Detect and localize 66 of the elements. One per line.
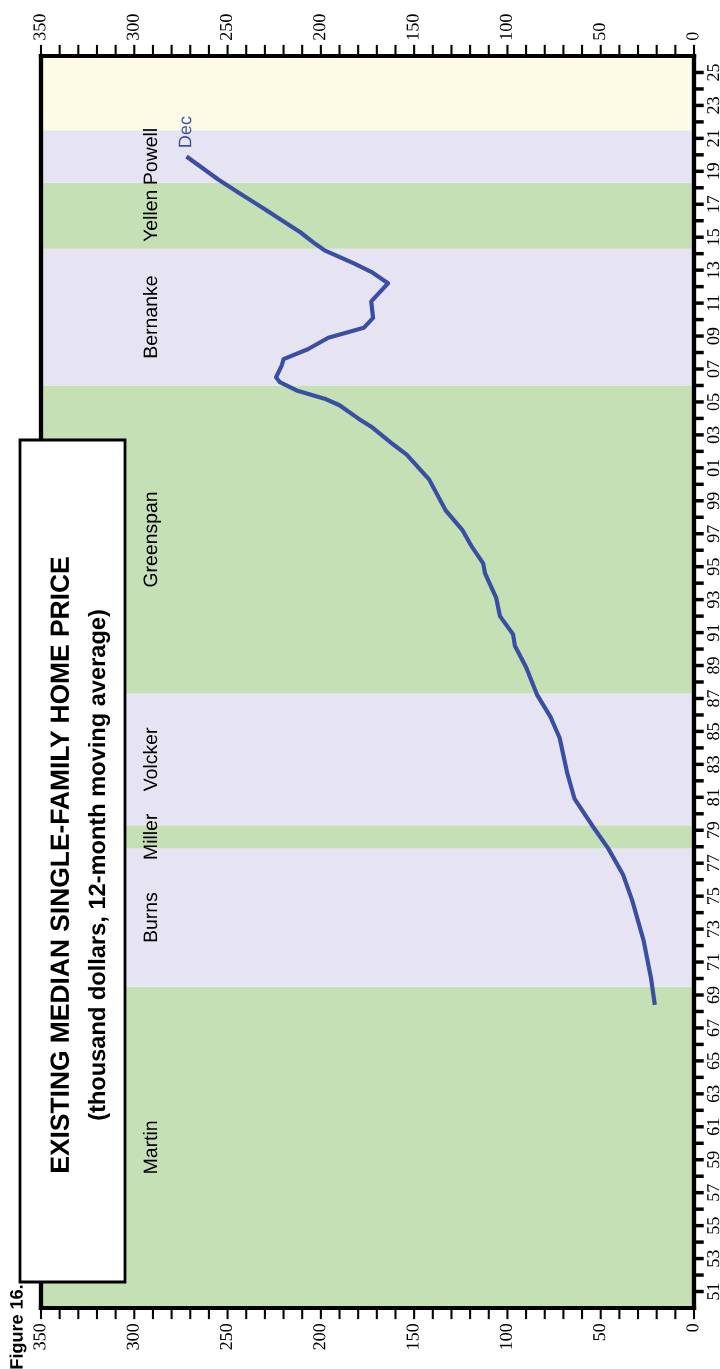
y-tick-label: 99 bbox=[707, 492, 720, 510]
y-tick-label: 01 bbox=[707, 459, 720, 477]
x2-tick-label: 250 bbox=[219, 1323, 233, 1350]
y-tick-label: 67 bbox=[707, 1019, 720, 1037]
y-tick-label: 55 bbox=[707, 1217, 720, 1234]
y-tick-label: 71 bbox=[707, 954, 720, 970]
x-tick-label: 50 bbox=[593, 23, 606, 40]
band-label: Volcker bbox=[142, 727, 158, 792]
y-tick-label: 21 bbox=[707, 130, 720, 147]
y-tick-label: 09 bbox=[707, 327, 720, 345]
band-label: Powell bbox=[142, 129, 158, 184]
y-tick-label: 63 bbox=[707, 1085, 720, 1103]
y-tick-label: 07 bbox=[707, 360, 720, 378]
y-tick-label: 23 bbox=[707, 97, 720, 114]
y-tick-label: 89 bbox=[707, 657, 720, 674]
y-tick-label: 69 bbox=[707, 986, 720, 1004]
x-tick-label: 100 bbox=[499, 14, 512, 40]
y-tick-label: 79 bbox=[707, 821, 720, 839]
y-tick-label: 19 bbox=[707, 163, 720, 179]
y-tick-label: 57 bbox=[707, 1184, 720, 1201]
y-tick-label: 91 bbox=[707, 624, 720, 642]
band-label: Yellen bbox=[142, 190, 158, 242]
x-tick-label: 300 bbox=[126, 14, 139, 40]
y-tick-label: 03 bbox=[707, 426, 720, 444]
band-label: Miller bbox=[142, 813, 158, 859]
x2-tick-label: 200 bbox=[313, 1323, 326, 1350]
text: (thousand dollars, 12-month moving average) bbox=[87, 610, 111, 1120]
x-tick-label: 150 bbox=[406, 14, 419, 40]
y-tick-label: 15 bbox=[707, 228, 720, 245]
x2-tick-label: 0 bbox=[686, 1323, 699, 1332]
x-tick-label: 250 bbox=[219, 14, 233, 40]
y-tick-label: 93 bbox=[707, 591, 720, 609]
x-tick-label: 0 bbox=[686, 32, 699, 41]
x2-tick-label: 50 bbox=[593, 1323, 606, 1341]
x-tick-label: 200 bbox=[313, 14, 326, 40]
y-tick-label: 05 bbox=[707, 393, 720, 411]
band-label: Bernanke bbox=[142, 276, 158, 358]
y-tick-label: 65 bbox=[707, 1052, 720, 1070]
band-label: Burns bbox=[143, 892, 158, 942]
y-tick-label: 25 bbox=[707, 64, 720, 81]
x2-tick-label: 300 bbox=[126, 1323, 139, 1350]
y-tick-label: 61 bbox=[707, 1118, 720, 1136]
y-tick-label: 81 bbox=[707, 789, 720, 806]
y-tick-label: 85 bbox=[707, 723, 720, 740]
y-tick-label: 87 bbox=[707, 689, 720, 707]
y-tick-label: 83 bbox=[707, 756, 720, 773]
y-tick-label: 95 bbox=[707, 558, 720, 576]
y-tick-label: 73 bbox=[707, 920, 720, 937]
y-tick-label: 77 bbox=[707, 854, 720, 872]
y-tick-label: 51 bbox=[707, 1283, 720, 1300]
x2-tick-label: 150 bbox=[406, 1323, 419, 1349]
x2-tick-label: 350 bbox=[33, 1323, 46, 1350]
x-tick-label: 350 bbox=[33, 14, 46, 40]
band-label: Martin bbox=[142, 1121, 158, 1173]
text: EXISTING MEDIAN SINGLE-FAMILY HOME PRICE bbox=[50, 557, 70, 1172]
y-tick-label: 11 bbox=[707, 295, 720, 311]
y-tick-label: 53 bbox=[707, 1250, 720, 1267]
y-tick-label: 13 bbox=[707, 261, 720, 278]
y-tick-label: 59 bbox=[707, 1151, 720, 1168]
band-label: Greenspan bbox=[143, 492, 162, 587]
x2-tick-label: 100 bbox=[499, 1323, 512, 1349]
y-tick-label: 97 bbox=[707, 525, 720, 543]
caption: Figure 16. bbox=[9, 1285, 27, 1369]
y-tick-label: 17 bbox=[707, 195, 720, 212]
annotation: Dec bbox=[178, 116, 192, 147]
y-tick-label: 75 bbox=[707, 887, 720, 904]
